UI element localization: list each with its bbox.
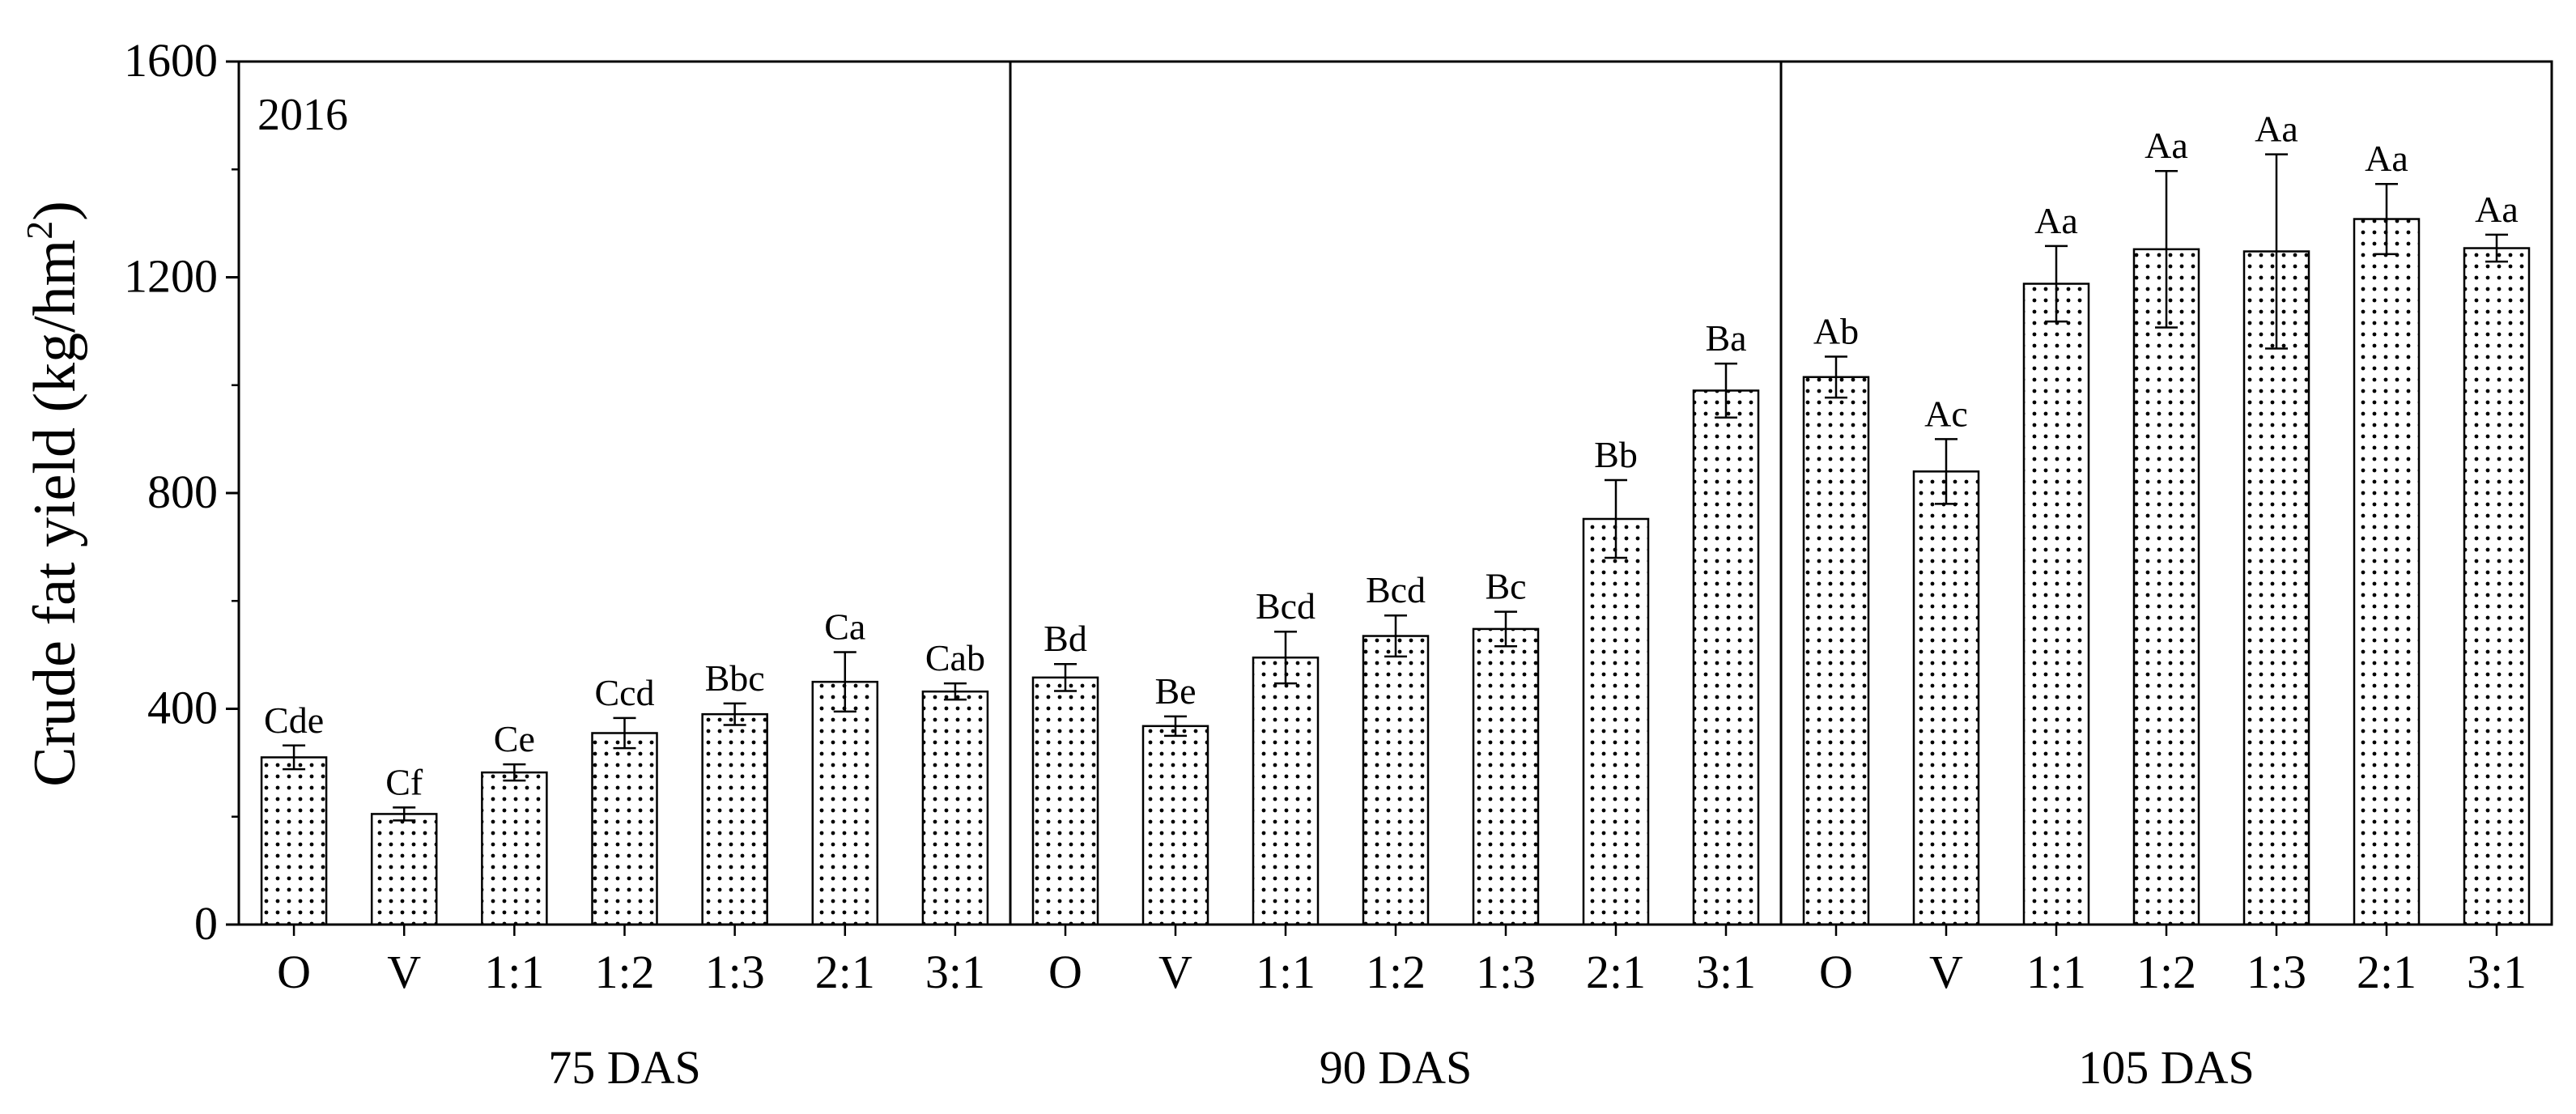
bar (1912, 470, 1980, 926)
x-tick-label: O (1048, 946, 1082, 998)
significance-label: Bcd (1366, 569, 1426, 610)
significance-label: Ccd (594, 672, 654, 713)
x-tick-label: V (1158, 946, 1192, 998)
bar-group-1: Bd O Be V Bcd 1:1 Bcd 1:2 Bc 1:3 Bb 2:1 Ba 3:1 90 DAS (1031, 317, 1760, 1094)
bar (921, 690, 989, 926)
significance-label: Ca (824, 606, 865, 648)
bar (1802, 376, 1870, 926)
x-tick-label: 1:2 (1366, 946, 1426, 998)
bar (2022, 283, 2090, 926)
bar (370, 813, 438, 926)
x-tick-label: 2:1 (1586, 946, 1646, 998)
x-tick-label: 1:1 (2026, 946, 2086, 998)
significance-label: Aa (2365, 138, 2408, 179)
bar (2132, 248, 2200, 926)
significance-label: Be (1154, 670, 1196, 712)
y-tick-label: 1200 (124, 250, 218, 303)
x-tick-label: 1:1 (1256, 946, 1316, 998)
group-label: 75 DAS (548, 1041, 701, 1094)
significance-label: Bb (1594, 434, 1638, 475)
bar (1472, 627, 1540, 926)
x-tick-label: 2:1 (815, 946, 875, 998)
year-label: 2016 (257, 90, 348, 140)
significance-label: Bd (1044, 618, 1087, 659)
group-label: 90 DAS (1320, 1041, 1473, 1094)
significance-label: Ab (1813, 310, 1859, 351)
bar-group-0: Cde O Cf V Ce 1:1 Ccd 1:2 Bbc 1:3 Ca 2:1 Cab 3:1 75 DA… (260, 606, 989, 1094)
significance-label: Aa (2255, 108, 2298, 150)
y-tick-label: 1600 (124, 34, 218, 87)
bar (481, 771, 548, 926)
significance-label: Bcd (1256, 585, 1316, 627)
y-axis-title: Crude fat yield (kg/hm2) (19, 201, 88, 787)
significance-label: Ce (494, 718, 535, 759)
x-tick-label: V (387, 946, 421, 998)
bar (811, 680, 879, 926)
significance-label: Bc (1485, 566, 1526, 607)
x-tick-label: O (1819, 946, 1853, 998)
y-tick-label: 400 (147, 682, 218, 734)
x-tick-label: 1:3 (1476, 946, 1536, 998)
bar (1252, 656, 1320, 926)
y-tick-label: 800 (147, 466, 218, 518)
y-tick-label: 0 (194, 897, 218, 950)
significance-label: Bbc (705, 657, 765, 699)
y-axis-title-main: Crude fat yield (kg/hm (22, 240, 88, 787)
bar (2242, 250, 2310, 926)
bar (2463, 247, 2531, 926)
significance-label: Cab (925, 637, 985, 678)
x-tick-label: 2:1 (2357, 946, 2417, 998)
x-tick-label: 3:1 (1696, 946, 1756, 998)
x-tick-label: V (1929, 946, 1963, 998)
x-tick-label: 3:1 (925, 946, 985, 998)
group-label: 105 DAS (2078, 1041, 2255, 1094)
x-tick-label: 1:3 (705, 946, 765, 998)
significance-label: Cde (264, 699, 324, 741)
y-axis-title-close: ) (22, 201, 88, 221)
x-tick-label: O (277, 946, 311, 998)
significance-label: Aa (2475, 189, 2519, 230)
bar (1031, 676, 1099, 926)
bar (701, 712, 768, 926)
bar (2353, 218, 2421, 926)
bar (1141, 725, 1209, 926)
x-tick-label: 1:3 (2247, 946, 2306, 998)
significance-label: Aa (2034, 200, 2078, 241)
x-tick-label: 1:1 (484, 946, 544, 998)
bar (591, 732, 658, 926)
x-tick-label: 1:2 (2136, 946, 2196, 998)
bar (260, 756, 328, 926)
bar-group-2: Ab O Ac V Aa 1:1 Aa 1:2 Aa 1:3 Aa 2:1 Aa 3:1 105 DAS (1802, 108, 2531, 1094)
significance-label: Ba (1705, 317, 1746, 359)
significance-label: Cf (385, 761, 423, 802)
x-tick-label: 1:2 (594, 946, 654, 998)
significance-label: Aa (2145, 125, 2188, 166)
significance-label: Ac (1924, 393, 1968, 434)
bar (1692, 389, 1760, 926)
bar (1362, 635, 1430, 926)
bar (1582, 517, 1650, 926)
y-axis-title-superscript: 2 (19, 221, 60, 240)
x-tick-label: 3:1 (2467, 946, 2527, 998)
